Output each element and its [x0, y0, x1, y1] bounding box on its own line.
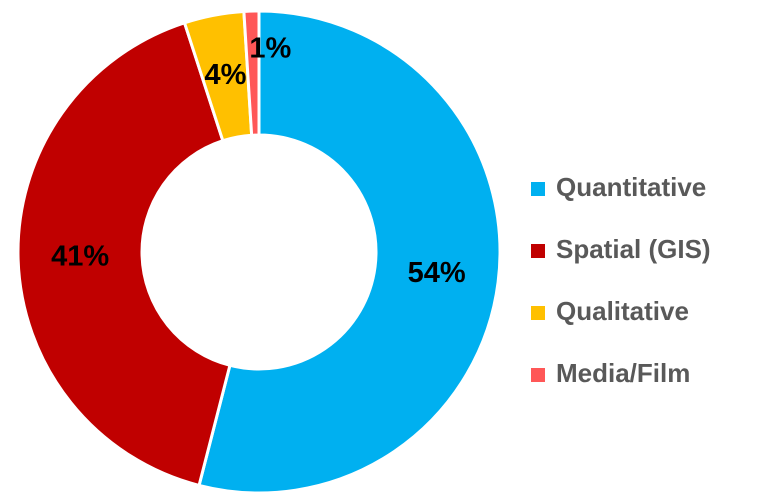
donut-slice [242, 9, 261, 137]
legend-label: Media/Film [556, 358, 690, 388]
legend-label: Qualitative [556, 296, 689, 326]
legend-swatch [531, 182, 545, 196]
legend-label: Spatial (GIS) [556, 234, 711, 264]
legend-swatch [531, 244, 545, 258]
legend-swatch [531, 306, 545, 320]
legend-label: Quantitative [556, 172, 706, 202]
data-label: 4% [204, 59, 246, 91]
data-label: 1% [249, 33, 291, 65]
donut-slice [197, 9, 502, 495]
legend-swatch [531, 368, 545, 382]
data-label: 54% [408, 257, 466, 289]
data-label: 41% [51, 240, 109, 272]
donut-slice [16, 20, 232, 488]
